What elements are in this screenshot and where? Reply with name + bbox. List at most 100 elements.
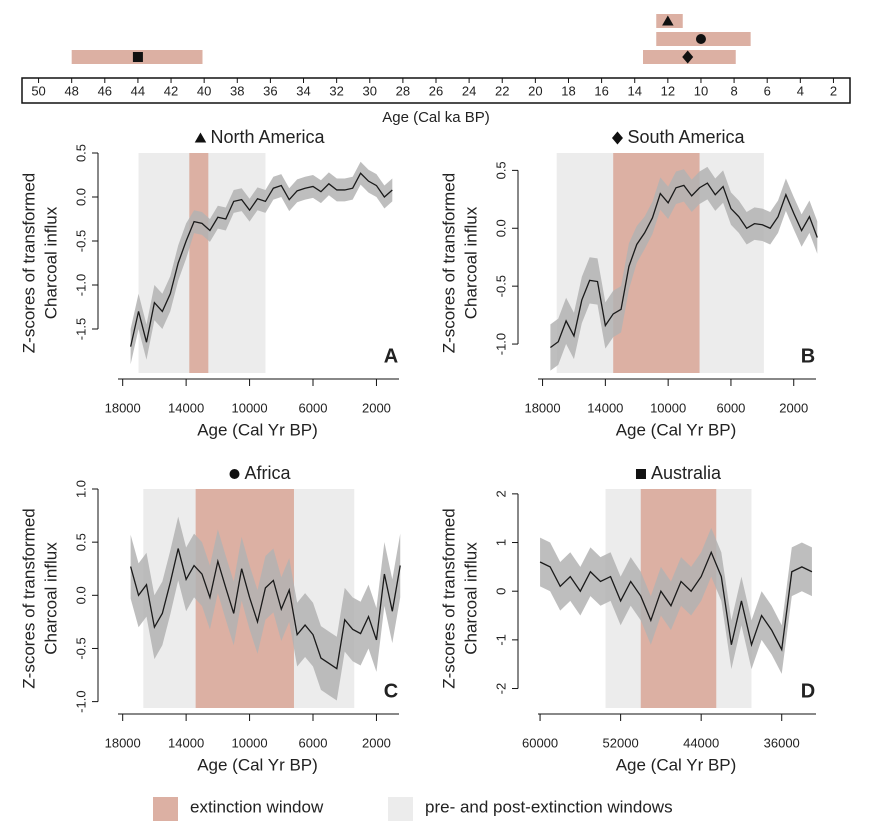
x-tick-label: 18000 [105,400,141,415]
x-tick-label: 22 [495,83,509,98]
marker [194,132,207,143]
x-tick-label: 44000 [683,735,719,750]
x-tick-label: 48 [64,83,78,98]
y-tick-label: 0.5 [493,161,508,179]
x-tick-label: 14000 [168,735,204,750]
legend-label: extinction window [190,797,324,816]
x-tick-label: 40 [197,83,211,98]
x-tick-label: 16 [594,83,608,98]
y-axis-label: Charcoal influx [41,206,60,319]
y-tick-label: 0.0 [493,219,508,237]
y-tick-label: 0 [493,588,508,595]
x-tick-label: 6000 [716,400,745,415]
confidence-band [540,527,812,674]
y-axis-label: Z-scores of transformed [439,173,458,353]
panel-title: Africa [244,463,291,483]
panel-label: C [384,680,398,702]
x-tick-label: 6000 [299,735,328,750]
confidence-band [130,516,401,701]
x-tick-label: 42 [164,83,178,98]
panel-title: South America [627,127,745,147]
x-tick-label: 34 [296,83,310,98]
data-line [539,550,813,652]
legend-label: pre- and post-extinction windows [425,797,673,816]
y-tick-label: -2 [493,683,508,695]
x-tick-label: 24 [462,83,476,98]
x-tick-label: 10 [694,83,708,98]
x-tick-label: 52000 [603,735,639,750]
x-tick-label: 2000 [779,400,808,415]
x-tick-label: 6 [764,83,771,98]
x-tick-label: 8 [730,83,737,98]
y-tick-label: 1 [493,539,508,546]
panel-label: D [801,680,815,702]
panel-label: B [801,345,815,367]
y-tick-label: -1.0 [493,333,508,355]
marker [611,131,623,145]
x-tick-label: 4 [797,83,804,98]
x-tick-label: 50 [31,83,45,98]
x-axis-label: Age (Cal Yr BP) [197,420,318,439]
x-tick-label: 26 [429,83,443,98]
y-tick-label: -0.5 [73,637,88,659]
x-tick-label: 20 [528,83,542,98]
marker [132,52,143,62]
panel-title: Australia [651,463,722,483]
marker [695,34,706,44]
x-axis-label: Age (Cal ka BP) [382,109,490,126]
y-tick-label: -1 [493,634,508,646]
y-axis-label: Charcoal influx [461,542,480,655]
x-tick-label: 14 [627,83,641,98]
marker [635,469,646,479]
x-tick-label: 2000 [362,400,391,415]
x-tick-label: 38 [230,83,244,98]
y-tick-label: 2 [493,490,508,497]
y-tick-label: -0.5 [493,275,508,297]
y-tick-label: 0.0 [73,188,88,206]
x-tick-label: 12 [661,83,675,98]
x-tick-label: 18000 [105,735,141,750]
confidence-band [130,161,393,365]
x-tick-label: 36 [263,83,277,98]
y-tick-label: -1.0 [73,274,88,296]
x-axis-label: Age (Cal Yr BP) [616,420,737,439]
legend-swatch [388,797,413,821]
x-tick-label: 32 [329,83,343,98]
x-tick-label: 2000 [362,735,391,750]
y-tick-label: -1.5 [73,318,88,340]
x-tick-label: 18 [561,83,575,98]
marker [229,469,240,479]
y-axis-label: Z-scores of transformed [19,173,38,353]
x-tick-label: 18000 [524,400,560,415]
x-tick-label: 36000 [764,735,800,750]
data-line [129,548,401,670]
x-tick-label: 28 [396,83,410,98]
y-tick-label: -0.5 [73,230,88,252]
x-tick-label: 10000 [231,400,267,415]
confidence-band [550,166,818,371]
y-tick-label: -1.0 [73,690,88,712]
x-tick-label: 14000 [587,400,623,415]
y-axis-label: Z-scores of transformed [439,508,458,688]
x-tick-label: 44 [131,83,145,98]
x-tick-label: 10000 [231,735,267,750]
panel-label: A [384,345,398,367]
x-tick-label: 10000 [650,400,686,415]
x-axis-label: Age (Cal Yr BP) [616,755,737,774]
data-line [129,172,393,347]
y-axis-label: Charcoal influx [461,206,480,319]
x-tick-label: 14000 [168,400,204,415]
x-tick-label: 6000 [299,400,328,415]
x-tick-label: 60000 [522,735,558,750]
y-axis-label: Z-scores of transformed [19,508,38,688]
marker [662,15,674,26]
y-tick-label: 0.5 [73,144,88,162]
y-tick-label: 0.0 [73,586,88,604]
x-tick-label: 46 [98,83,112,98]
data-line [550,182,818,349]
marker [682,50,694,64]
x-tick-label: 2 [830,83,837,98]
x-axis-label: Age (Cal Yr BP) [197,755,318,774]
y-axis-label: Charcoal influx [41,542,60,655]
